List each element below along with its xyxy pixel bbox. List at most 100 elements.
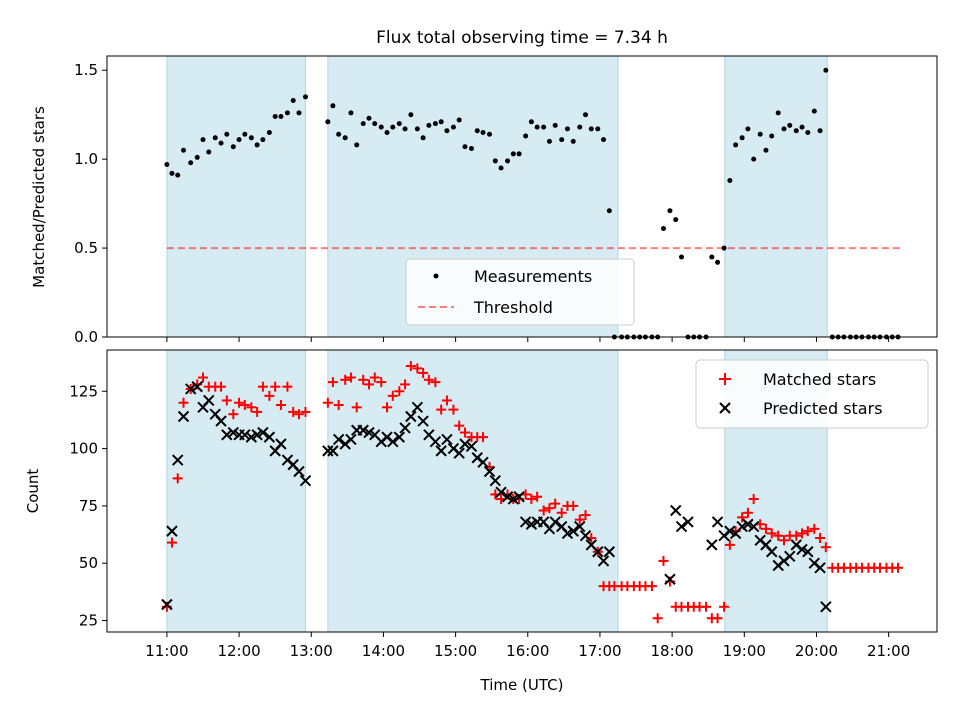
measurement-point bbox=[372, 121, 378, 127]
matched-legend-label: Matched stars bbox=[763, 370, 876, 389]
matched-star-point bbox=[893, 562, 904, 573]
predicted-star-stroke-b bbox=[369, 429, 381, 441]
predicted-star-stroke-b bbox=[447, 442, 460, 455]
matched-star-point bbox=[809, 523, 820, 534]
predicted-star-stroke-b bbox=[555, 520, 568, 533]
time-tick-label: 19:00 bbox=[723, 642, 766, 660]
predicted-star-point bbox=[299, 474, 312, 487]
matched-star-point bbox=[363, 379, 374, 390]
measurement-point bbox=[194, 154, 200, 160]
measurement-point bbox=[516, 151, 522, 157]
predicted-star-point bbox=[293, 465, 305, 478]
predicted-star-stroke-b bbox=[675, 520, 688, 533]
predicted-star-point bbox=[675, 520, 688, 533]
measurement-point bbox=[660, 226, 666, 232]
predicted-star-point bbox=[802, 546, 814, 558]
predicted-legend-label: Predicted stars bbox=[763, 399, 883, 418]
predicted-star-point bbox=[203, 394, 215, 407]
measurement-point bbox=[541, 124, 547, 130]
measurement-point bbox=[242, 131, 248, 137]
observing-band-2 bbox=[327, 349, 619, 633]
predicted-star-stroke-b bbox=[327, 445, 339, 457]
predicted-star-stroke-b bbox=[790, 539, 802, 551]
measurement-point bbox=[432, 121, 438, 127]
measurement-point bbox=[595, 126, 601, 132]
matched-star-point bbox=[580, 510, 591, 521]
threshold-legend-label: Threshold bbox=[473, 298, 553, 317]
matched-star-point bbox=[658, 555, 669, 566]
predicted-star-stroke-b bbox=[820, 601, 832, 613]
chart-title: Flux total observing time = 7.34 h bbox=[376, 28, 668, 48]
predicted-star-point bbox=[435, 445, 447, 457]
measurement-point bbox=[260, 137, 266, 143]
predicted-star-point bbox=[513, 491, 525, 503]
predicted-star-stroke-b bbox=[802, 546, 814, 558]
matched-star-point bbox=[454, 420, 465, 431]
matched-star-point bbox=[270, 381, 281, 392]
predicted-star-point bbox=[574, 520, 586, 533]
measurement-point bbox=[342, 135, 348, 141]
matched-star-point bbox=[228, 409, 239, 420]
count-y-tick-label: 25 bbox=[79, 612, 98, 630]
measurement-point bbox=[188, 160, 194, 166]
measurement-point bbox=[492, 158, 498, 164]
matched-star-point bbox=[246, 402, 257, 413]
predicted-star-stroke-b bbox=[423, 429, 435, 441]
predicted-star-stroke-b bbox=[585, 539, 597, 551]
measurement-point bbox=[606, 208, 612, 214]
matched-star-point bbox=[436, 404, 447, 415]
measurement-point bbox=[236, 137, 242, 143]
matched-star-point bbox=[538, 505, 549, 516]
ratio-legend-box bbox=[405, 258, 635, 326]
predicted-star-point bbox=[820, 601, 832, 613]
predicted-star-stroke-b bbox=[387, 436, 399, 448]
matched-star-point bbox=[418, 367, 429, 378]
measurement-point bbox=[181, 147, 187, 153]
matched-star-point bbox=[802, 526, 813, 537]
measurement-point bbox=[721, 245, 727, 251]
predicted-star-stroke-b bbox=[287, 458, 299, 471]
measurement-point bbox=[805, 129, 811, 135]
predicted-star-stroke-b bbox=[411, 401, 424, 414]
matched-star-point bbox=[544, 503, 555, 514]
measurement-point bbox=[175, 172, 181, 178]
predicted-star-stroke-b bbox=[711, 516, 724, 528]
x-axis-label: Time (UTC) bbox=[480, 676, 564, 694]
matched-star-point bbox=[405, 361, 416, 372]
predicted-star-point bbox=[405, 410, 417, 423]
predicted-star-point bbox=[549, 516, 561, 528]
measurement-points bbox=[164, 67, 901, 340]
measurement-point bbox=[505, 158, 511, 164]
matched-star-point bbox=[358, 374, 369, 385]
measurement-point bbox=[534, 124, 540, 130]
measurement-point bbox=[709, 254, 715, 260]
measurement-point bbox=[384, 129, 390, 135]
time-tick-label: 14:00 bbox=[362, 642, 405, 660]
measurement-point bbox=[769, 133, 775, 139]
predicted-star-stroke-b bbox=[435, 445, 447, 457]
matched-star-point bbox=[382, 402, 393, 413]
predicted-star-stroke-b bbox=[161, 598, 173, 611]
predicted-star-point bbox=[495, 486, 507, 498]
measurement-point bbox=[266, 129, 272, 135]
predicted-star-point bbox=[345, 433, 357, 446]
predicted-star-stroke-b bbox=[513, 491, 525, 503]
matched-star-point bbox=[550, 498, 561, 509]
matched-star-point bbox=[288, 406, 299, 417]
measurement-point bbox=[523, 133, 529, 139]
matched-star-point bbox=[724, 539, 735, 550]
predicted-star-point bbox=[393, 431, 406, 443]
measurement-point bbox=[679, 254, 685, 260]
predicted-star-stroke-b bbox=[597, 555, 610, 567]
measurement-point bbox=[462, 144, 468, 150]
predicted-star-stroke-b bbox=[345, 433, 357, 446]
time-tick-label: 12:00 bbox=[217, 642, 260, 660]
count-y-tick-label: 75 bbox=[79, 497, 98, 515]
time-tick-label: 17:00 bbox=[578, 642, 621, 660]
ratio-panel: 0.0 0.5 1.0 1.5 Matched/Predicted stars Mea… bbox=[30, 55, 938, 346]
matched-star-point bbox=[719, 601, 730, 612]
predicted-star-point bbox=[664, 573, 676, 585]
measurement-point bbox=[468, 145, 474, 151]
matched-star-point bbox=[797, 528, 808, 539]
